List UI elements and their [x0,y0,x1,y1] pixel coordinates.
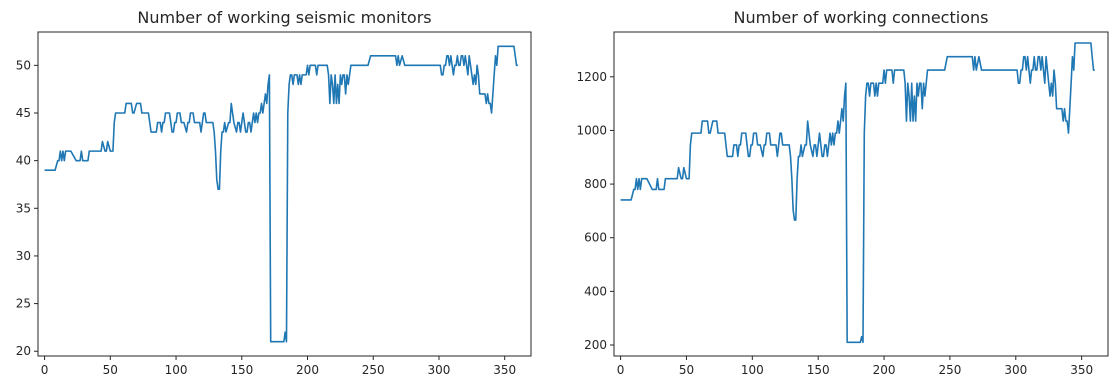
left-chart-title: Number of working seismic monitors [137,8,431,27]
right-chart-frame [613,31,1109,357]
right-x-tick-label: 50 [679,363,694,377]
right-y-tick-label: 200 [584,338,607,352]
left-chart-panel: Number of working seismic monitors 0 50 10… [16,8,532,377]
right-chart-panel: Number of working connections 0 50 100 150 2… [576,8,1109,377]
left-chart-frame [37,31,532,357]
left-y-tick-label: 45 [16,106,31,120]
right-y-tick-label: 1000 [576,123,607,137]
right-x-tick-label: 350 [1070,363,1093,377]
right-x-tick-label: 100 [741,363,764,377]
right-y-tick-label: 1200 [576,70,607,84]
right-y-tick-label: 400 [584,284,607,298]
left-x-tick-label: 200 [296,363,319,377]
left-chart-series-line [44,45,518,343]
left-x-tick-label: 300 [428,363,451,377]
right-x-tick-label: 200 [873,363,896,377]
left-y-tick-label: 50 [16,58,31,72]
right-x-tick-label: 0 [617,363,625,377]
right-chart-title: Number of working connections [734,8,989,27]
right-y-tick-label: 600 [584,231,607,245]
left-x-tick-label: 150 [230,363,253,377]
left-y-tick-label: 20 [16,344,31,358]
right-x-tick-label: 150 [807,363,830,377]
right-chart-ticks: 0 50 100 150 200 250 300 350 200 400 600 800 1000 120… [576,70,1093,377]
left-x-tick-label: 50 [103,363,118,377]
right-x-tick-label: 250 [938,363,961,377]
left-y-tick-label: 40 [16,154,31,168]
left-x-tick-label: 350 [493,363,516,377]
left-x-tick-label: 100 [165,363,188,377]
right-y-tick-label: 800 [584,177,607,191]
left-y-tick-label: 35 [16,201,31,215]
left-x-tick-label: 250 [362,363,385,377]
left-chart-ticks: 0 50 100 150 200 250 300 350 20 25 30 35 40 45 50 [16,58,516,377]
left-y-tick-label: 25 [16,297,31,311]
left-y-tick-label: 30 [16,249,31,263]
right-x-tick-label: 300 [1004,363,1027,377]
left-x-tick-label: 0 [41,363,49,377]
right-chart-series-line [620,42,1095,344]
